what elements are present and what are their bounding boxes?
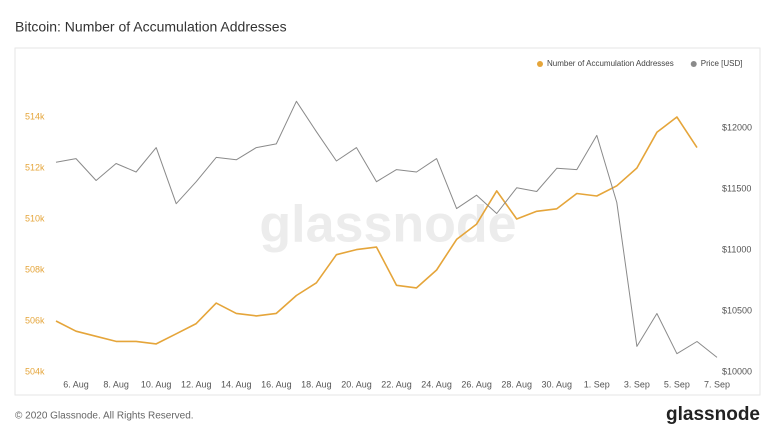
y2-tick-label: $11500 xyxy=(722,183,751,193)
x-tick-label: 14. Aug xyxy=(221,379,252,389)
x-tick-label: 6. Aug xyxy=(63,379,89,389)
y-tick-label: 514k xyxy=(25,111,45,121)
legend-label: Price [USD] xyxy=(701,59,743,68)
y2-tick-label: $11000 xyxy=(722,244,751,254)
y-tick-label: 512k xyxy=(25,162,45,172)
series-line xyxy=(55,100,718,358)
y-tick-label: 510k xyxy=(25,213,45,223)
x-tick-label: 7. Sep xyxy=(704,379,730,389)
chart-frame xyxy=(14,47,761,396)
x-tick-label: 18. Aug xyxy=(301,379,332,389)
copyright: © 2020 Glassnode. All Rights Reserved. xyxy=(15,411,194,422)
logo: glassnode xyxy=(666,404,760,425)
series-line xyxy=(55,116,698,345)
x-tick-label: 24. Aug xyxy=(421,379,452,389)
x-tick-label: 3. Sep xyxy=(624,379,650,389)
x-tick-label: 8. Aug xyxy=(103,379,129,389)
watermark: glassnode xyxy=(259,196,516,254)
y2-tick-label: $10000 xyxy=(722,366,752,376)
y-tick-label: 504k xyxy=(25,366,45,376)
legend-marker xyxy=(690,61,697,67)
legend-label: Number of Accumulation Addresses xyxy=(547,59,674,68)
x-tick-label: 26. Aug xyxy=(461,379,492,389)
x-tick-label: 16. Aug xyxy=(261,379,292,389)
x-tick-label: 1. Sep xyxy=(584,379,610,389)
x-tick-label: 30. Aug xyxy=(541,379,572,389)
y-tick-label: 508k xyxy=(25,264,45,274)
x-tick-label: 12. Aug xyxy=(181,379,212,389)
x-tick-label: 5. Sep xyxy=(664,379,690,389)
y2-tick-label: $12000 xyxy=(722,122,752,132)
x-tick-label: 10. Aug xyxy=(141,379,172,389)
x-tick-label: 28. Aug xyxy=(501,379,532,389)
y-tick-label: 506k xyxy=(25,315,45,325)
y2-tick-label: $10500 xyxy=(722,305,752,315)
chart-title: Bitcoin: Number of Accumulation Addresse… xyxy=(15,19,287,35)
legend-marker xyxy=(537,61,543,67)
x-tick-label: 20. Aug xyxy=(341,379,372,389)
x-tick-label: 22. Aug xyxy=(381,379,412,389)
